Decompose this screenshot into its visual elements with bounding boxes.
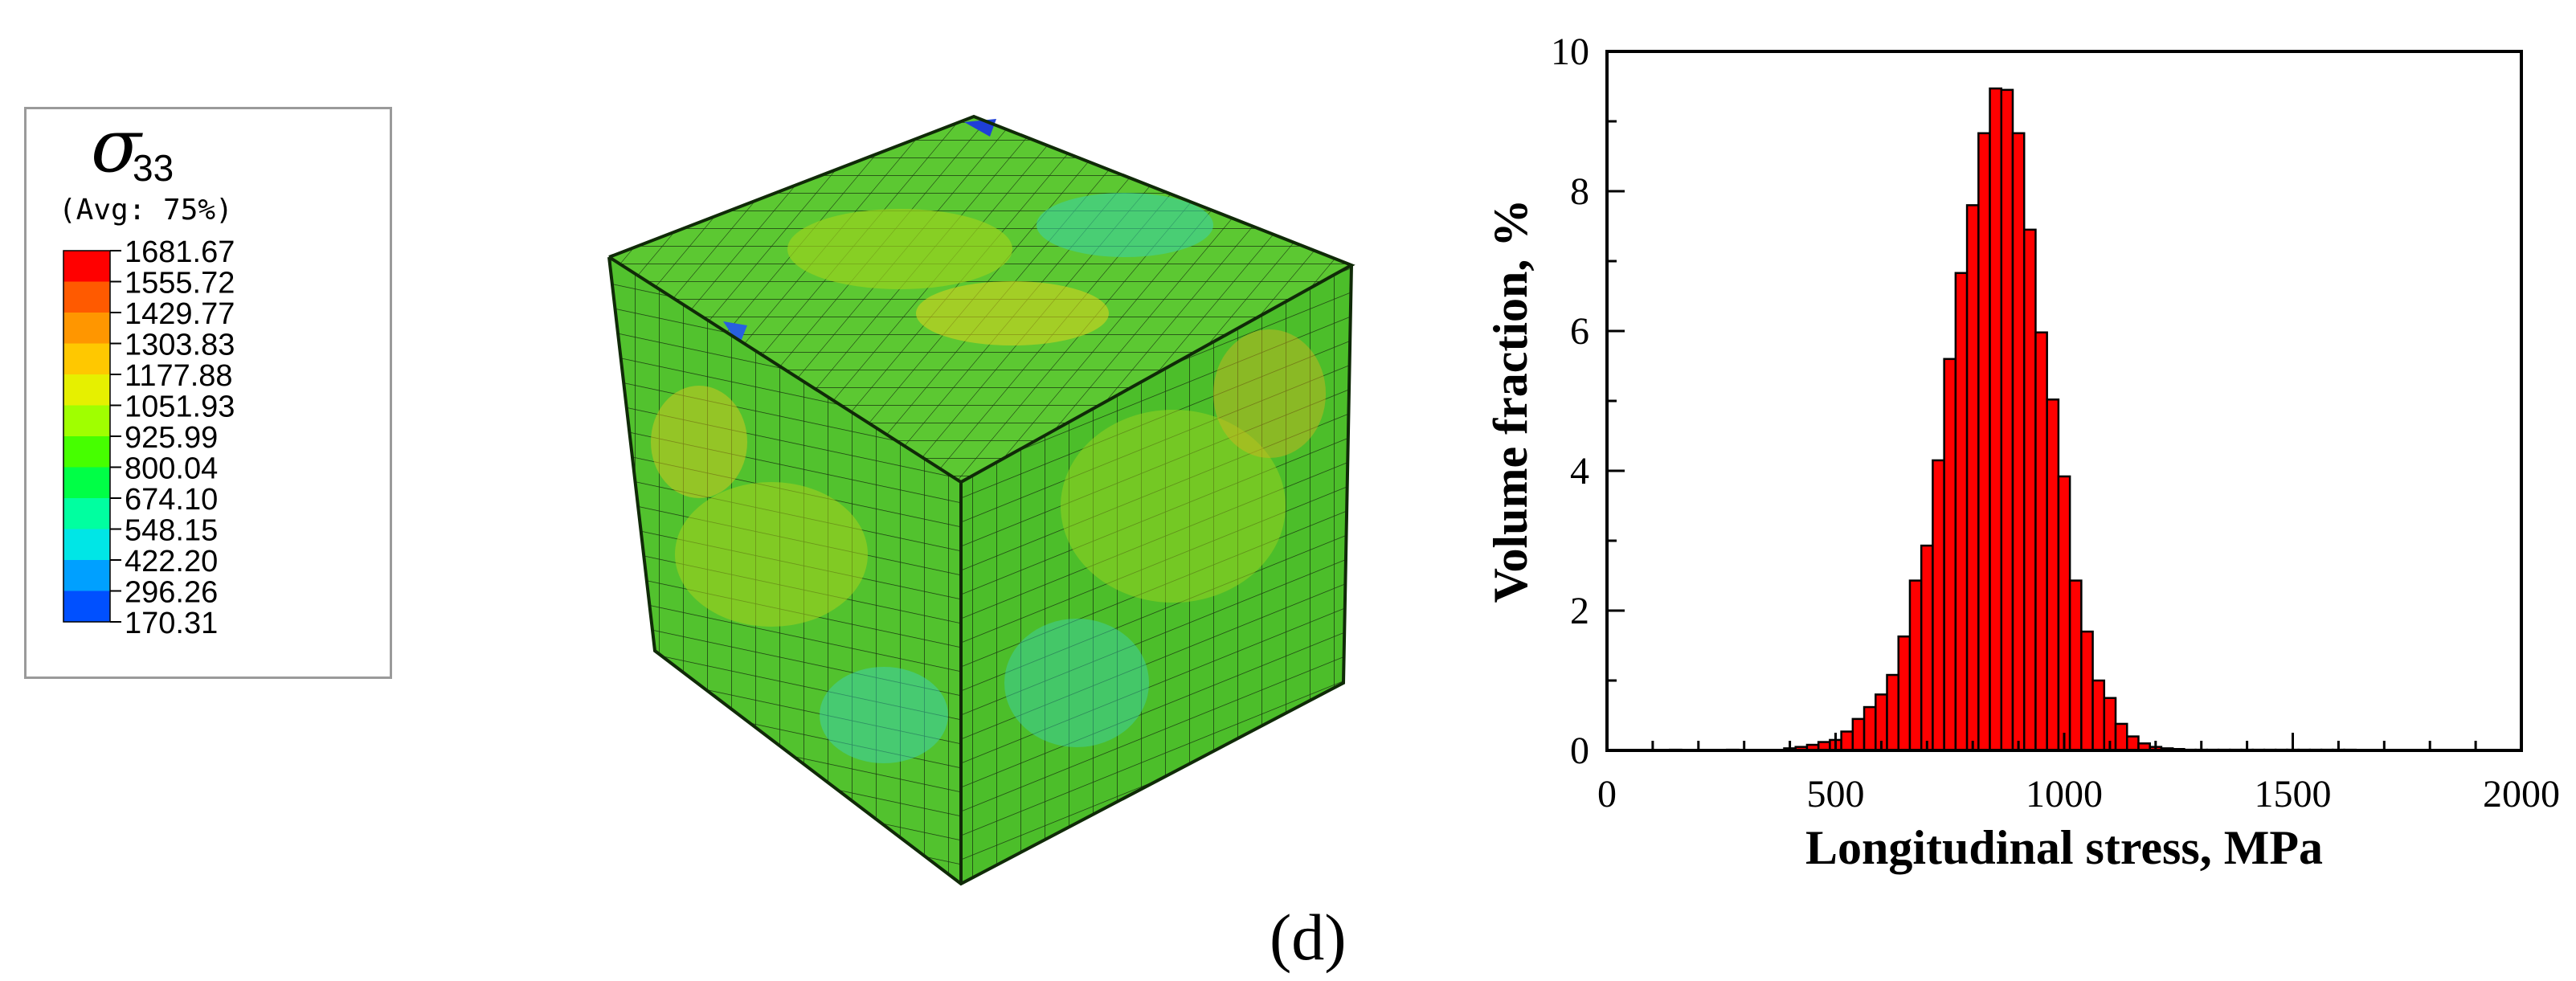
x-tick-label: 1500 bbox=[2255, 773, 2332, 815]
histogram-bar bbox=[2022, 228, 2037, 752]
histogram-bar bbox=[2080, 630, 2094, 752]
legend-value: 296.26 bbox=[125, 576, 218, 610]
histogram-bar bbox=[1954, 272, 1969, 752]
histogram-bar bbox=[2046, 399, 2060, 752]
legend-value: 170.31 bbox=[125, 607, 218, 640]
histogram-bar bbox=[1840, 730, 1854, 752]
legend-swatch bbox=[63, 529, 110, 560]
y-tick-label: 2 bbox=[1570, 590, 1589, 632]
sigma-symbol: σ bbox=[91, 103, 141, 189]
histogram-bar bbox=[1886, 673, 1899, 752]
x-tick-label: 2000 bbox=[2483, 773, 2560, 815]
fe-mesh-cube bbox=[607, 114, 1355, 886]
x-tick-label: 500 bbox=[1807, 773, 1865, 815]
histogram-bars bbox=[1668, 87, 2357, 752]
legend-value: 1429.77 bbox=[125, 297, 235, 331]
histogram-bar bbox=[1862, 705, 1877, 752]
panel-label: (d) bbox=[1270, 901, 1347, 974]
legend-value: 1555.72 bbox=[125, 267, 235, 300]
y-tick-label: 10 bbox=[1551, 31, 1589, 73]
legend-swatch bbox=[63, 591, 110, 622]
histogram-axes: 0 500 1000 1500 2000 0 2 4 6 8 10 bbox=[1551, 31, 2560, 815]
stress-legend: σ 33 (Avg: 75%) 1681.67 1555.72 1429.77 130… bbox=[24, 107, 392, 679]
histogram-bar bbox=[2000, 88, 2014, 752]
legend-value: 548.15 bbox=[125, 514, 218, 548]
x-tick-label: 1000 bbox=[2026, 773, 2103, 815]
legend-value: 674.10 bbox=[125, 483, 218, 517]
legend-value: 1681.67 bbox=[125, 238, 235, 269]
y-tick-label: 8 bbox=[1570, 170, 1589, 213]
x-tick-label: 0 bbox=[1597, 773, 1617, 815]
histogram-bar bbox=[1932, 459, 1945, 752]
histogram-bar bbox=[2068, 579, 2083, 752]
legend-value: 1051.93 bbox=[125, 390, 235, 424]
volume-fraction-histogram: 0 500 1000 1500 2000 0 2 4 6 8 10 Longitudinal str… bbox=[1484, 31, 2560, 874]
legend-swatch bbox=[63, 251, 110, 282]
histogram-bar bbox=[1943, 358, 1957, 752]
legend-swatch bbox=[63, 313, 110, 344]
histogram-bar bbox=[2114, 722, 2128, 752]
legend-swatch bbox=[63, 405, 110, 436]
legend-value: 1177.88 bbox=[125, 359, 233, 393]
x-axis-label: Longitudinal stress, MPa bbox=[1805, 821, 2323, 874]
legend-value: 422.20 bbox=[125, 545, 218, 578]
histogram-bar bbox=[1908, 579, 1923, 752]
legend-value: 1303.83 bbox=[125, 329, 235, 362]
legend-colorbar: 1681.671555.721429.771303.831177.881051.… bbox=[63, 238, 235, 640]
histogram-bar bbox=[2091, 679, 2106, 752]
histogram-bar bbox=[2034, 331, 2048, 752]
legend-swatch bbox=[63, 560, 110, 591]
legend-swatch bbox=[63, 467, 110, 498]
histogram-bar bbox=[2057, 475, 2071, 752]
legend-swatch bbox=[63, 281, 110, 313]
histogram-bar bbox=[1989, 87, 2003, 752]
sigma-subscript: 33 bbox=[133, 147, 174, 189]
y-tick-label: 0 bbox=[1570, 730, 1589, 772]
averaging-label: (Avg: 75%) bbox=[59, 194, 233, 227]
legend-swatch bbox=[63, 343, 110, 374]
legend-value: 800.04 bbox=[125, 452, 218, 486]
histogram-bar bbox=[2125, 735, 2140, 752]
histogram-bar bbox=[1965, 204, 1980, 752]
y-axis-label: Volume fraction, % bbox=[1484, 199, 1537, 603]
histogram-bar bbox=[2011, 132, 2026, 752]
histogram-bar bbox=[1851, 717, 1866, 752]
histogram-bar bbox=[1920, 544, 1934, 752]
y-tick-label: 6 bbox=[1570, 310, 1589, 353]
histogram-bar bbox=[1977, 132, 1991, 752]
legend-swatch bbox=[63, 436, 110, 468]
y-tick-label: 4 bbox=[1570, 450, 1589, 493]
histogram-bar bbox=[1897, 635, 1912, 752]
legend-value: 925.99 bbox=[125, 421, 218, 455]
legend-swatch bbox=[63, 498, 110, 529]
legend-swatch bbox=[63, 374, 110, 406]
